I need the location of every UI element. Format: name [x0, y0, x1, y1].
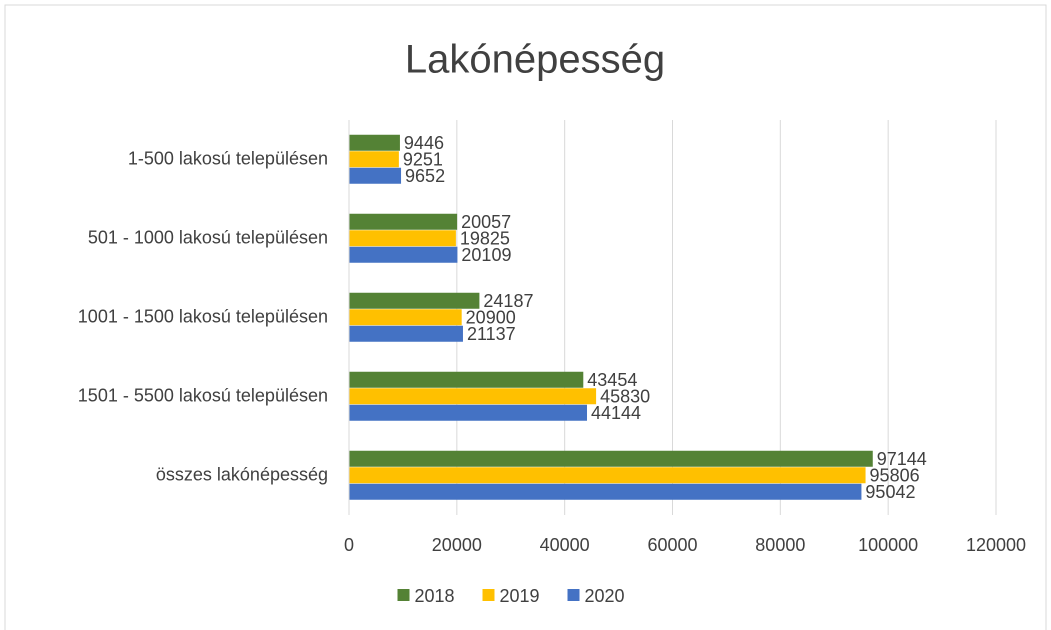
bar: [349, 292, 480, 309]
data-label: 21137: [467, 324, 516, 344]
y-tick-label: 501 - 1000 lakosú településen: [88, 227, 328, 247]
data-label: 95806: [870, 465, 920, 485]
bar: [349, 388, 597, 405]
data-label: 44144: [591, 403, 641, 423]
legend-label: 2018: [415, 586, 455, 606]
x-tick-label: 100000: [858, 535, 918, 555]
legend-label: 2019: [500, 586, 540, 606]
y-tick-label: 1-500 lakosú településen: [128, 148, 328, 168]
bar: [349, 246, 458, 263]
data-label: 43454: [587, 370, 637, 390]
data-label: 45830: [600, 386, 650, 406]
data-label: 20057: [461, 212, 511, 232]
bar: [349, 371, 584, 388]
bar: [349, 230, 456, 247]
bar: [349, 309, 462, 326]
data-label: 24187: [483, 291, 533, 311]
bar: [349, 467, 866, 484]
legend-swatch: [397, 589, 410, 601]
bar: [349, 325, 463, 342]
legend-label: 2020: [585, 586, 625, 606]
data-label: 9652: [405, 166, 445, 186]
data-label: 20900: [466, 307, 516, 327]
data-label: 19825: [460, 228, 510, 248]
data-label: 9251: [403, 149, 443, 169]
chart-title: Lakónépesség: [405, 38, 665, 82]
bar: [349, 404, 588, 421]
x-tick-label: 40000: [540, 535, 590, 555]
y-tick-label: 1501 - 5500 lakosú településen: [78, 385, 328, 405]
x-tick-label: 60000: [647, 535, 697, 555]
x-tick-label: 20000: [432, 535, 482, 555]
data-label: 95042: [865, 482, 915, 502]
bar: [349, 134, 400, 151]
bar: [349, 450, 873, 467]
x-tick-label: 80000: [755, 535, 805, 555]
bar: [349, 483, 862, 500]
legend-swatch: [482, 589, 495, 601]
y-tick-label: 1001 - 1500 lakosú településen: [78, 306, 328, 326]
x-tick-label: 0: [344, 535, 354, 555]
data-label: 97144: [877, 449, 927, 469]
x-tick-label: 120000: [966, 535, 1026, 555]
legend-swatch: [567, 589, 580, 601]
bar: [349, 213, 458, 230]
chart-border: [4, 4, 1047, 630]
data-label: 9446: [404, 133, 444, 153]
data-label: 20109: [461, 245, 511, 265]
bar: [349, 167, 402, 184]
y-tick-label: összes lakónépesség: [156, 464, 328, 484]
bar: [349, 151, 399, 168]
